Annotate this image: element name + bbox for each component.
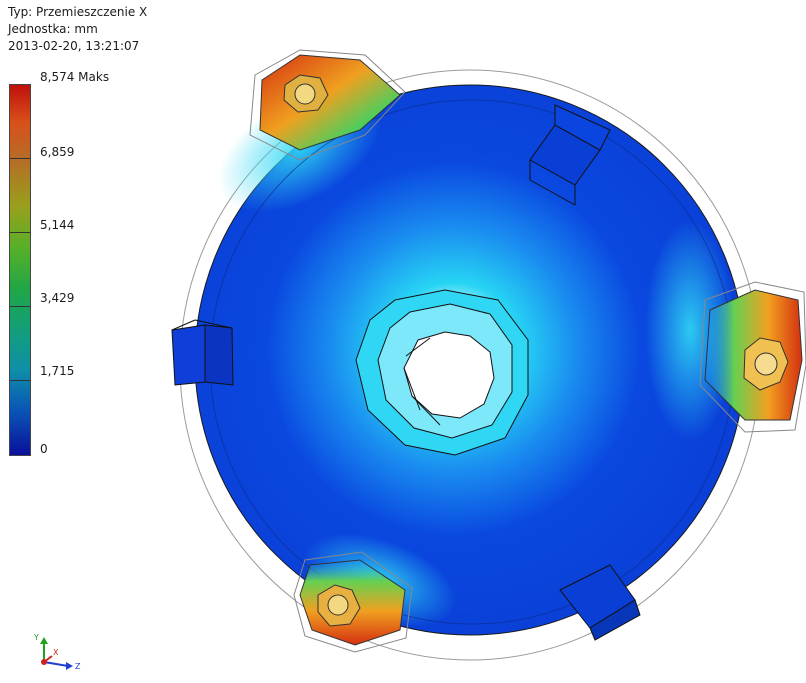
result-unit-label: Jednostka: mm: [8, 22, 98, 36]
x-axis-label: X: [53, 648, 59, 657]
z-axis-label: Z: [75, 662, 81, 671]
z-axis-line: [43, 661, 69, 667]
legend-tick: [10, 306, 30, 307]
y-axis-label: Y: [33, 633, 39, 642]
legend-max-label: 8,574 Maks: [40, 70, 110, 84]
triad-origin: [41, 659, 47, 665]
result-timestamp: 2013-02-20, 13:21:07: [8, 39, 140, 53]
y-axis-arrow: [40, 637, 48, 644]
result-type-label: Typ: Przemieszczenie X: [8, 5, 148, 19]
legend-tick: [10, 380, 30, 381]
axis-triad: Y X Z: [33, 633, 81, 671]
legend-tick-label: 0: [40, 442, 48, 456]
result-info: Typ: Przemieszczenie X Jednostka: mm 201…: [8, 4, 147, 55]
legend-tick-label: 3,429: [40, 291, 75, 305]
legend-tick: [10, 232, 30, 233]
color-legend-bar: [9, 84, 31, 456]
z-axis-arrow: [66, 662, 73, 670]
legend-tick: [10, 158, 30, 159]
legend-tick-label: 1,715: [40, 364, 75, 378]
legend-tick-label: 5,144: [40, 218, 75, 232]
legend-tick-label: 6,859: [40, 145, 75, 159]
